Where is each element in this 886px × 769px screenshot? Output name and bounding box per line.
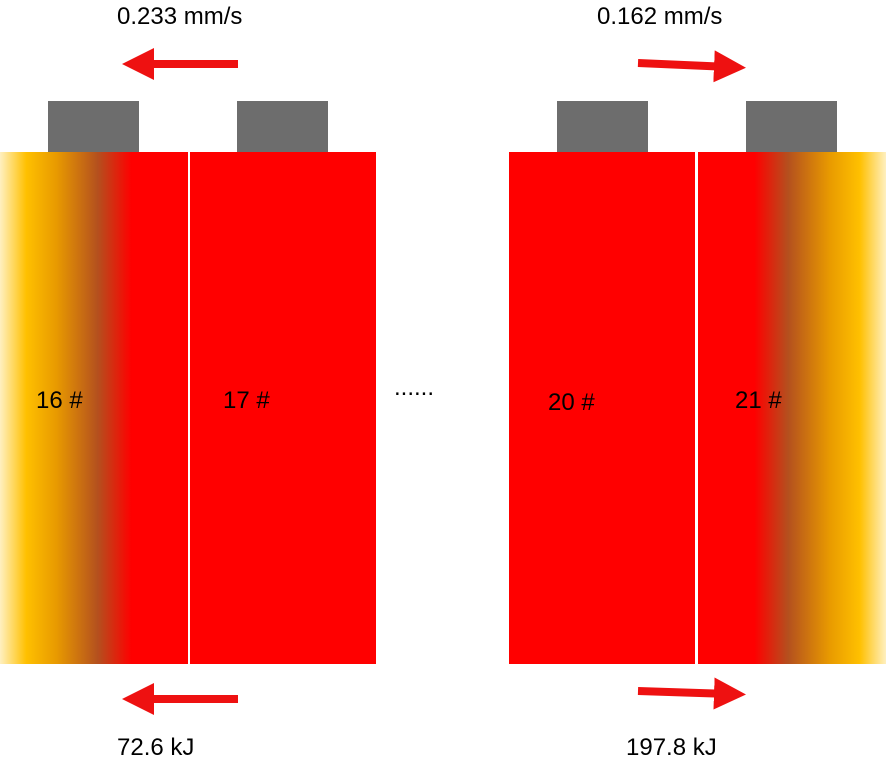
cell-20 [509,152,695,664]
ellipsis: ...... [394,374,435,401]
cell-16-label: 16 # [36,387,83,414]
terminal-16 [48,101,139,152]
cell-17-label: 17 # [223,387,270,414]
top-right-speed-label: 0.162 mm/s [597,3,723,30]
cell-17 [190,152,376,664]
bottom-right-energy-label: 197.8 kJ [626,734,717,761]
cell-16 [0,152,188,664]
terminal-21 [746,101,837,152]
cell-21 [698,152,886,664]
top-left-speed-label: 0.233 mm/s [117,3,243,30]
cell-21-label: 21 # [735,387,782,414]
terminal-20 [557,101,648,152]
arrow-top-right [637,50,746,83]
bottom-left-energy-label: 72.6 kJ [117,734,195,761]
arrow-bottom-right [637,677,746,710]
cell-20-label: 20 # [548,389,595,416]
terminal-17 [237,101,328,152]
